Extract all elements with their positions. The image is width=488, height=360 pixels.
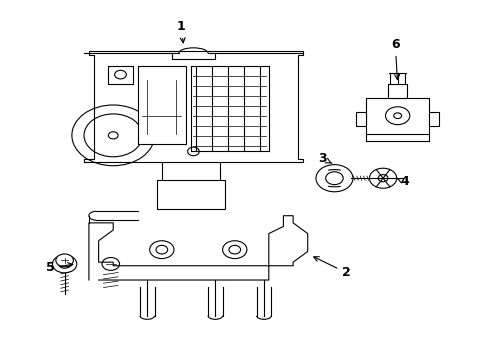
Bar [157,180,224,208]
Circle shape [222,241,246,258]
Circle shape [315,165,352,192]
Bar [108,66,132,84]
Circle shape [115,70,126,79]
Bar [428,112,438,126]
Text: 3: 3 [317,152,331,165]
Circle shape [393,113,401,118]
Bar [366,98,428,134]
Circle shape [228,246,240,254]
Bar [356,112,366,126]
Text: 5: 5 [45,261,73,274]
Text: 4: 4 [397,175,408,188]
Bar [137,66,186,144]
Circle shape [84,114,142,157]
Text: 2: 2 [313,257,350,279]
Circle shape [369,168,396,188]
Circle shape [72,105,154,166]
Text: 1: 1 [177,20,185,43]
Circle shape [102,257,119,270]
Bar [387,84,407,98]
Circle shape [52,255,77,273]
Circle shape [56,254,73,267]
Circle shape [385,107,409,125]
Text: 6: 6 [390,38,399,80]
Circle shape [108,132,118,139]
Circle shape [325,172,343,185]
Circle shape [377,175,387,182]
Circle shape [59,260,70,268]
Circle shape [156,246,167,254]
Circle shape [149,241,174,258]
Circle shape [187,147,199,156]
